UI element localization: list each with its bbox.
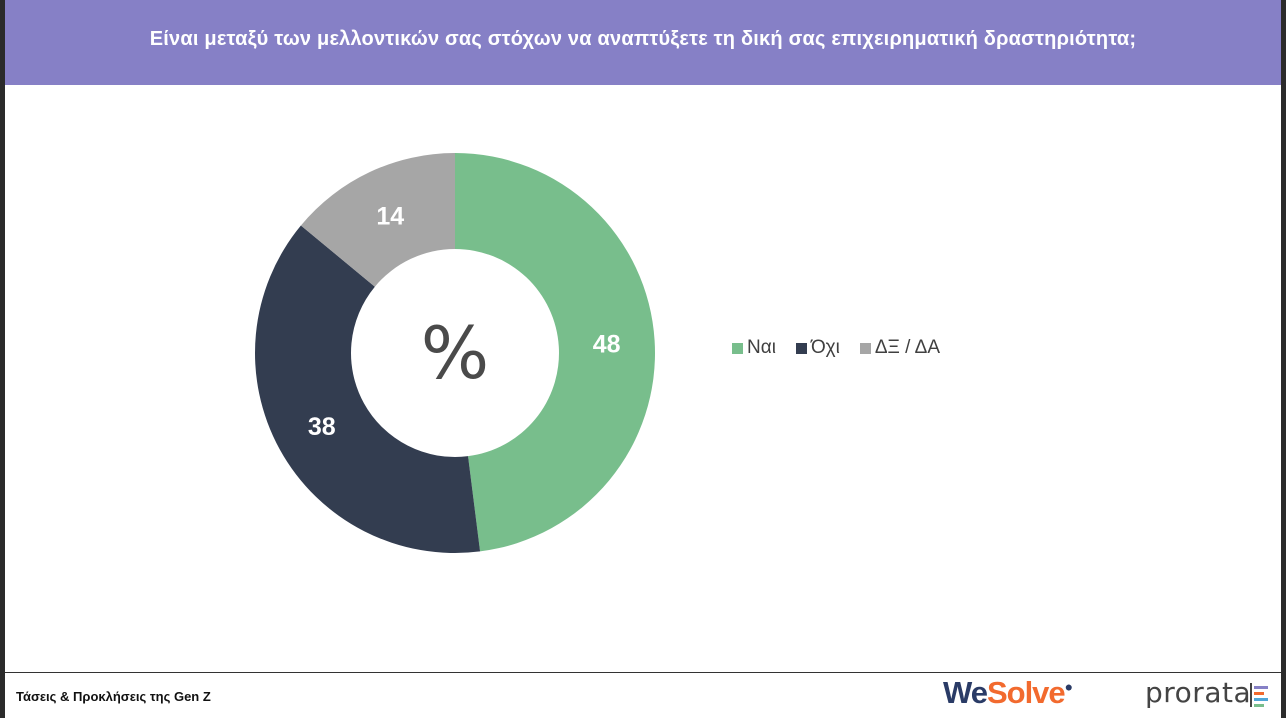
center-label: % [421, 311, 489, 395]
wesolve-logo-dot: ● [1064, 678, 1074, 695]
footer-divider [5, 672, 1281, 673]
wesolve-logo: WeSolve● [943, 675, 1074, 711]
footer-text: Τάσεις & Προκλήσεις της Gen Z [16, 689, 211, 704]
prorata-logo-text: prorata [1145, 676, 1252, 709]
slice-2 [254, 225, 481, 553]
donut-chart: 48 38 14% [254, 153, 655, 553]
prorata-logo-mark [1250, 683, 1274, 707]
legend-label: ΔΞ / ΔΑ [874, 337, 941, 358]
data-label-1: 48 [593, 330, 621, 358]
legend-swatch [732, 342, 743, 354]
legend-item-2: Όχι [795, 337, 840, 359]
slide: Είναι μεταξύ των μελλοντικών σας στόχων … [5, 0, 1281, 718]
legend: Ναι Όχι ΔΞ / ΔΑ [732, 337, 940, 359]
data-label-2: 38 [308, 413, 336, 441]
slice-1 [455, 153, 655, 552]
legend-label: Όχι [810, 337, 840, 358]
wesolve-logo-solve: Solve [986, 675, 1066, 710]
legend-label: Ναι [747, 337, 776, 358]
legend-item-3: ΔΞ / ΔΑ [859, 337, 941, 359]
data-label-3: 14 [376, 202, 404, 230]
chart-title: Είναι μεταξύ των μελλοντικών σας στόχων … [149, 28, 1137, 50]
legend-item-1: Ναι [732, 337, 776, 359]
legend-swatch [795, 342, 807, 354]
prorata-logo: prorata [1145, 676, 1251, 709]
legend-swatch [859, 342, 871, 354]
title-bar: Είναι μεταξύ των μελλοντικών σας στόχων … [5, 0, 1281, 85]
slice-3 [300, 153, 455, 287]
wesolve-logo-we: We [943, 675, 988, 710]
